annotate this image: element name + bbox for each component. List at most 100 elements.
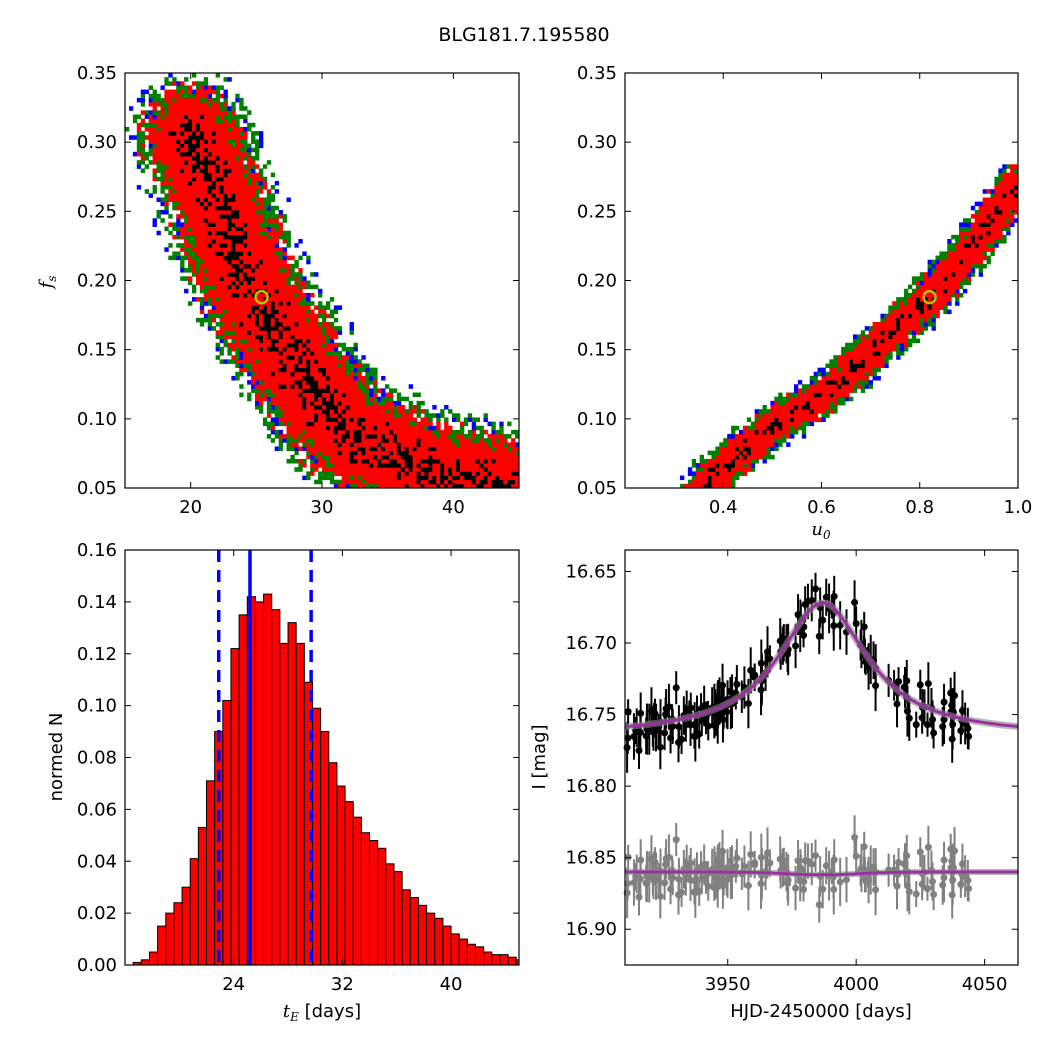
density-cell	[876, 338, 881, 344]
x-tick-label: 0.6	[807, 497, 836, 518]
density-cell	[837, 367, 842, 373]
density-cell	[239, 168, 244, 173]
density-cell	[302, 251, 307, 256]
density-cell	[444, 421, 449, 427]
density-cell	[754, 409, 760, 414]
density-cell	[448, 479, 453, 485]
density-cell	[369, 471, 374, 476]
density-cell	[680, 475, 685, 481]
density-cell	[762, 434, 767, 439]
density-cell	[349, 380, 354, 385]
density-cell	[172, 93, 177, 99]
density-cell	[849, 380, 854, 385]
density-cell	[841, 392, 846, 398]
density-cell	[990, 193, 995, 198]
density-cell	[420, 425, 425, 431]
density-cell	[333, 355, 339, 360]
residual-point	[695, 887, 703, 895]
density-cell	[731, 479, 736, 485]
density-cell	[298, 272, 303, 277]
density-cell	[337, 421, 343, 427]
density-cell	[251, 251, 256, 256]
density-cell	[294, 309, 299, 315]
density-cell	[974, 234, 980, 240]
density-cell	[900, 309, 905, 315]
density-cell	[483, 438, 488, 443]
density-cell	[306, 309, 311, 315]
density-cell	[475, 446, 480, 452]
density-cell	[353, 384, 358, 389]
density-cell	[310, 458, 315, 464]
density-cell	[195, 143, 201, 149]
density-cell	[231, 230, 236, 236]
density-cell	[424, 458, 429, 464]
density-cell	[258, 189, 264, 194]
density-cell	[396, 425, 402, 431]
density-cell	[136, 160, 142, 165]
density-cell	[258, 297, 264, 302]
density-cell	[754, 438, 760, 443]
density-cell	[825, 392, 830, 398]
density-cell	[286, 375, 291, 381]
y-tick-label: 0.02	[77, 903, 117, 924]
density-cell	[258, 272, 264, 277]
density-cell	[310, 384, 315, 389]
density-cell	[231, 288, 236, 294]
density-cell	[168, 180, 173, 186]
density-cell	[211, 222, 217, 227]
density-cell	[164, 139, 169, 144]
density-cell	[223, 201, 228, 207]
density-cell	[515, 483, 520, 489]
density-cell	[325, 313, 331, 319]
density-cell	[239, 97, 244, 103]
density-cell	[290, 458, 295, 464]
density-cell	[274, 417, 280, 422]
density-cell	[790, 396, 795, 402]
density-cell	[892, 317, 897, 323]
density-cell	[495, 446, 500, 452]
density-cell	[223, 322, 228, 327]
density-cell	[923, 313, 929, 319]
density-cell	[164, 209, 169, 215]
density-cell	[255, 176, 260, 182]
density-cell	[128, 135, 134, 140]
density-cell	[907, 309, 913, 315]
density-cell	[160, 131, 165, 136]
density-cell	[223, 297, 228, 302]
histogram-bar	[475, 946, 485, 966]
density-cell	[219, 234, 224, 240]
density-cell	[322, 438, 327, 443]
density-cell	[306, 413, 311, 418]
density-cell	[424, 421, 429, 427]
density-cell	[349, 409, 354, 414]
density-cell	[896, 305, 901, 310]
density-cell	[298, 276, 303, 281]
density-cell	[184, 156, 189, 161]
density-cell	[778, 434, 783, 439]
density-cell	[770, 405, 775, 410]
density-cell	[353, 409, 358, 414]
density-cell	[915, 276, 921, 281]
density-cell	[180, 106, 185, 111]
density-cell	[931, 301, 936, 306]
density-cell	[829, 409, 834, 414]
density-cell	[176, 97, 181, 103]
density-cell	[974, 201, 980, 207]
density-cell	[404, 413, 410, 418]
density-cell	[136, 147, 142, 153]
density-cell	[176, 151, 181, 157]
density-cell	[503, 438, 508, 443]
density-cell	[231, 185, 236, 190]
density-cell	[849, 346, 854, 352]
density-cell	[911, 292, 917, 298]
density-cell	[251, 309, 256, 315]
density-cell	[247, 396, 252, 402]
density-cell	[211, 147, 217, 153]
density-cell	[349, 421, 354, 427]
density-cell	[432, 425, 437, 431]
density-cell	[191, 209, 197, 215]
density-cell	[412, 450, 417, 456]
density-cell	[467, 458, 473, 464]
density-cell	[274, 409, 280, 414]
density-cell	[970, 243, 976, 248]
